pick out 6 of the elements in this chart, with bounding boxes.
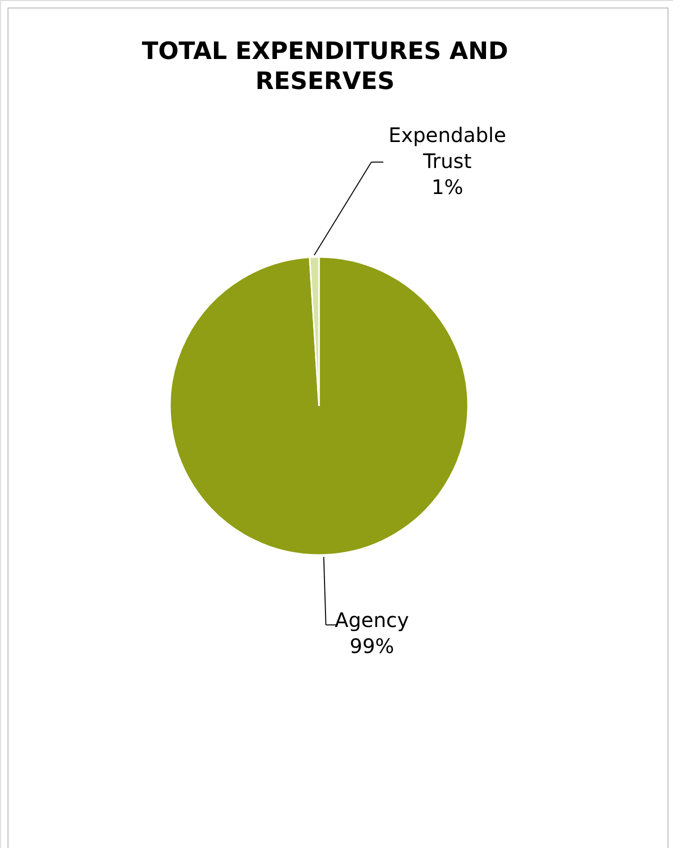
data-label: 1% [431,175,464,200]
slice-label: Expendable Trust [388,123,506,174]
pie-slice [169,256,469,556]
chart-title: TOTAL EXPENDITURES AND RESERVES [142,37,508,95]
data-label: 99% [350,634,394,658]
slice-label: Agency [334,608,410,632]
